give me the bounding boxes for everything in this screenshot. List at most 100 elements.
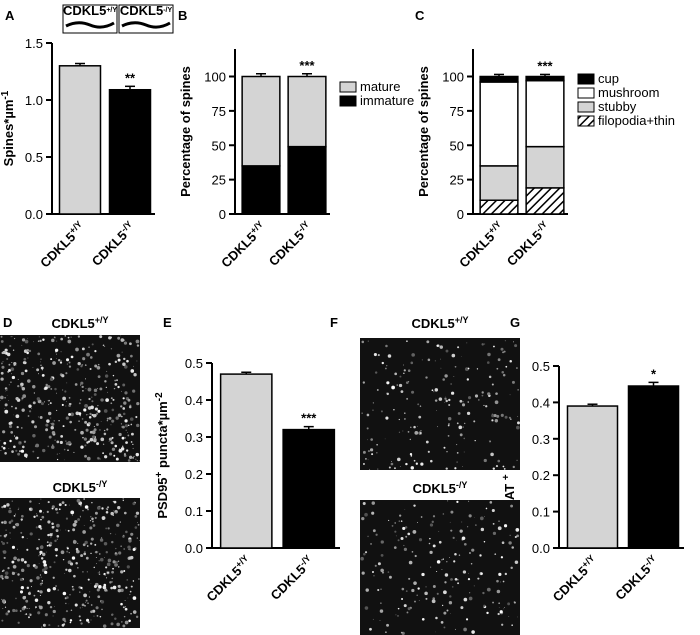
puncta	[462, 570, 467, 574]
puncta	[56, 392, 58, 394]
puncta	[28, 507, 32, 511]
puncta	[454, 467, 457, 470]
puncta	[76, 498, 81, 503]
puncta	[10, 519, 14, 523]
puncta	[87, 621, 90, 624]
puncta	[375, 533, 378, 536]
puncta	[64, 503, 67, 507]
text-segment: +/Y	[455, 315, 469, 325]
puncta	[481, 394, 484, 397]
x-tick-label: CDKL5+/Y	[203, 553, 255, 605]
puncta	[450, 510, 454, 514]
puncta	[503, 468, 506, 470]
puncta	[432, 515, 436, 518]
puncta	[429, 523, 434, 527]
puncta	[52, 615, 54, 617]
puncta	[0, 335, 3, 338]
puncta	[446, 500, 449, 502]
puncta	[128, 405, 132, 409]
puncta	[454, 552, 457, 556]
puncta	[91, 517, 94, 521]
puncta	[23, 440, 27, 443]
puncta	[60, 360, 62, 362]
puncta	[398, 520, 400, 522]
puncta	[126, 432, 128, 433]
puncta	[425, 586, 427, 588]
puncta	[136, 401, 140, 406]
puncta	[17, 621, 20, 624]
puncta	[62, 396, 66, 401]
puncta	[71, 556, 76, 560]
puncta	[22, 361, 26, 365]
puncta	[28, 608, 30, 610]
puncta	[9, 532, 11, 534]
puncta	[429, 537, 431, 540]
y-tick-label: 50	[450, 138, 464, 153]
puncta	[473, 420, 476, 423]
puncta	[95, 562, 97, 564]
significance: ***	[537, 58, 553, 73]
puncta	[402, 526, 406, 530]
puncta	[494, 553, 497, 555]
puncta	[432, 597, 436, 600]
puncta	[362, 381, 366, 384]
puncta	[463, 451, 465, 453]
puncta	[86, 352, 90, 357]
puncta	[11, 336, 13, 338]
puncta	[106, 370, 108, 372]
puncta	[105, 551, 108, 554]
puncta	[122, 407, 126, 410]
puncta	[28, 616, 30, 619]
puncta	[366, 427, 369, 430]
puncta	[105, 510, 109, 514]
puncta	[44, 386, 48, 390]
puncta	[80, 554, 84, 558]
puncta	[53, 606, 55, 608]
legend-label: mushroom	[598, 85, 659, 100]
puncta	[377, 562, 381, 566]
puncta	[90, 583, 92, 584]
puncta	[407, 607, 411, 611]
puncta	[459, 433, 463, 437]
puncta	[365, 588, 369, 592]
puncta	[106, 417, 109, 420]
puncta	[0, 340, 4, 343]
puncta	[407, 532, 411, 536]
puncta	[492, 601, 494, 604]
puncta	[50, 417, 52, 419]
puncta	[52, 532, 53, 534]
puncta	[461, 536, 466, 541]
puncta	[20, 568, 25, 573]
puncta	[377, 354, 380, 357]
puncta	[13, 337, 16, 340]
puncta	[363, 552, 366, 556]
puncta	[416, 594, 418, 596]
puncta	[35, 514, 39, 517]
puncta	[68, 396, 71, 399]
puncta	[366, 413, 370, 417]
puncta	[81, 603, 85, 607]
puncta	[500, 347, 504, 351]
text-segment: CDKL5	[266, 228, 307, 269]
puncta	[39, 509, 42, 513]
puncta	[40, 557, 44, 560]
puncta	[104, 455, 108, 459]
puncta	[493, 345, 495, 348]
puncta	[44, 566, 48, 570]
bar	[525, 79, 565, 148]
puncta	[497, 459, 501, 463]
puncta	[500, 556, 504, 559]
puncta	[128, 619, 131, 623]
puncta	[107, 527, 110, 530]
puncta	[435, 631, 436, 633]
puncta	[137, 523, 140, 526]
puncta	[510, 504, 514, 508]
puncta	[65, 401, 67, 403]
puncta	[488, 375, 492, 379]
puncta	[11, 361, 13, 364]
puncta	[67, 339, 72, 344]
puncta	[31, 420, 35, 424]
puncta	[9, 538, 11, 540]
puncta	[111, 570, 114, 574]
bar	[219, 373, 273, 549]
